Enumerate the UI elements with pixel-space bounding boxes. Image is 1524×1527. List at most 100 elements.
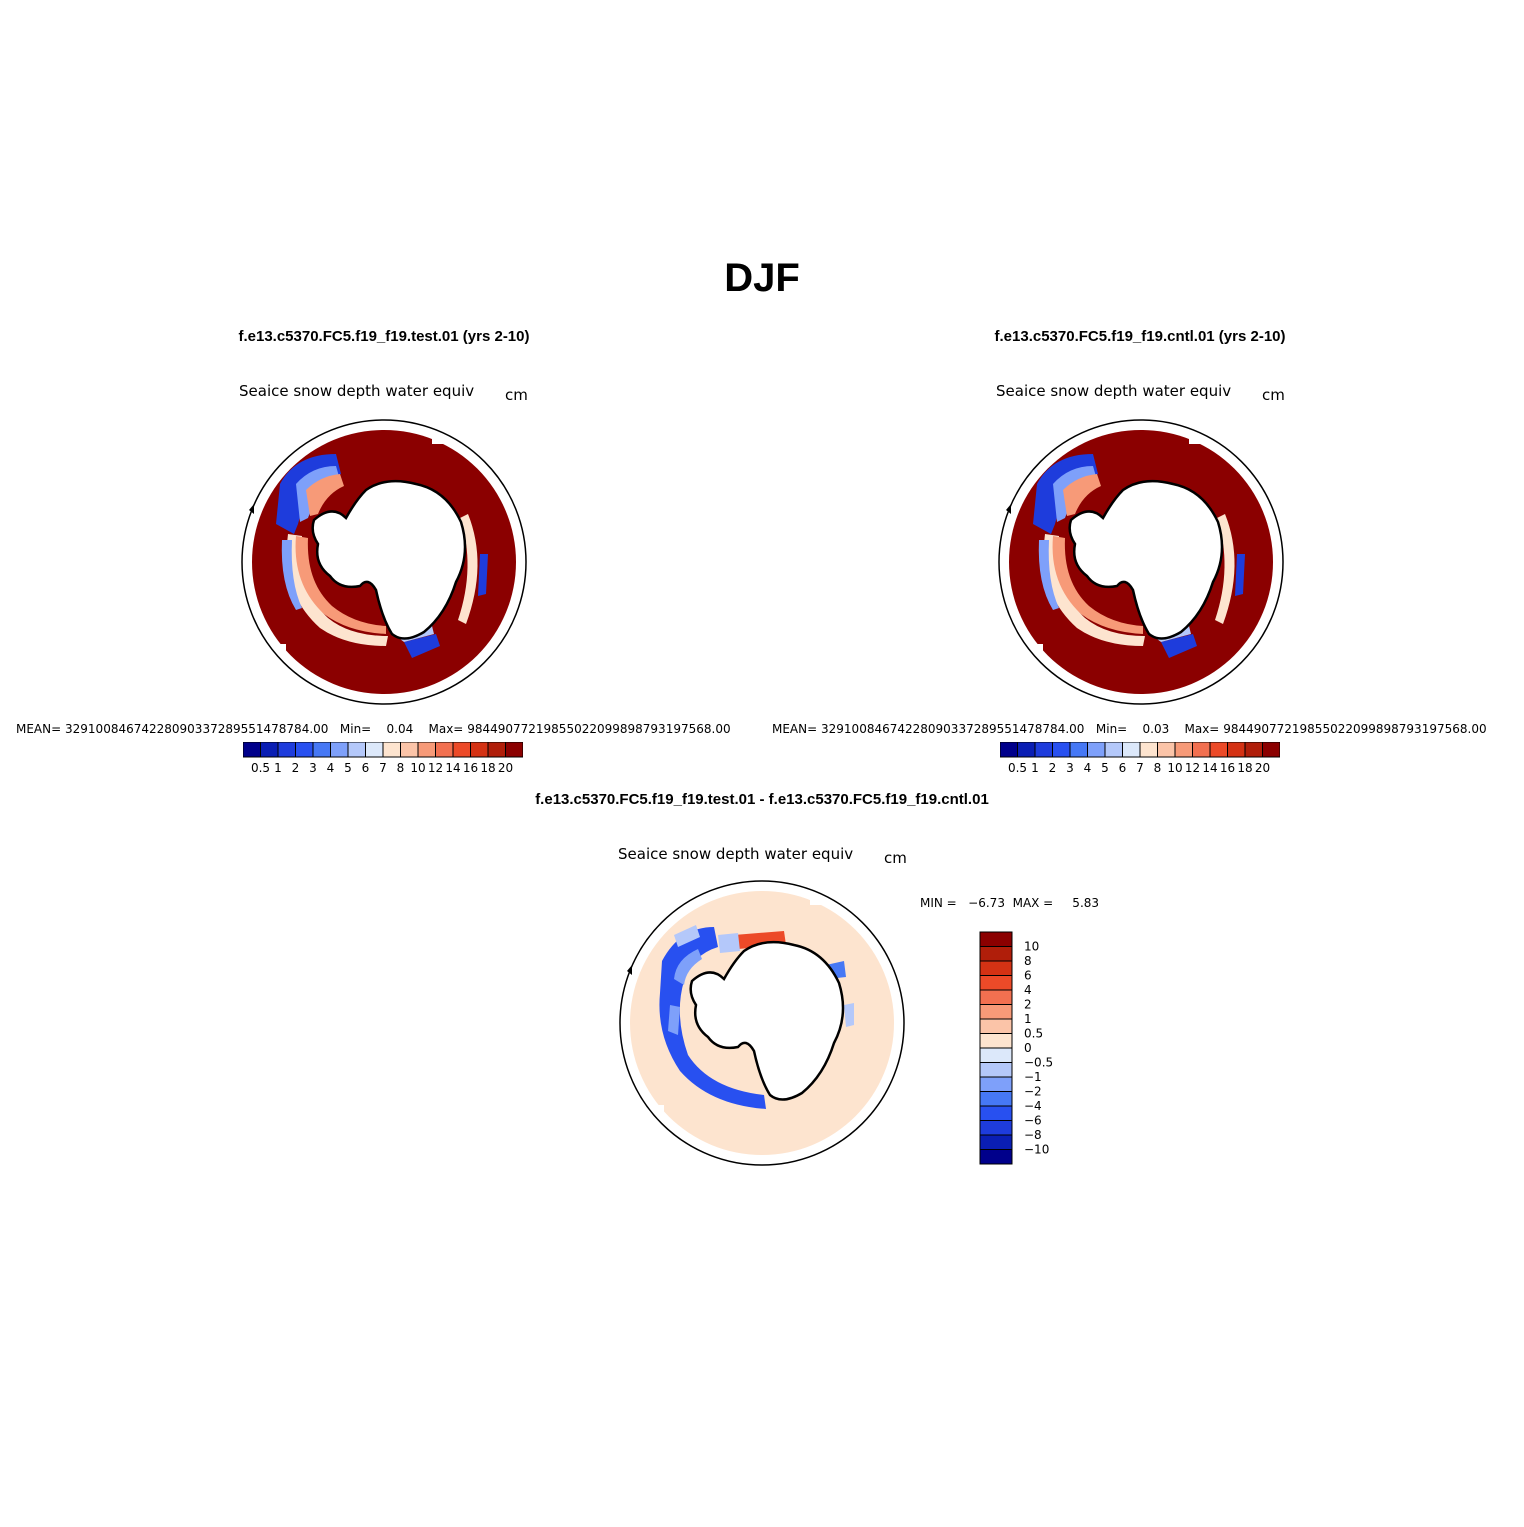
colorbar-swatch [1139,741,1158,758]
panel-cntl-min-value: 0.03 [1142,722,1170,736]
colorbar-swatch [330,741,349,758]
colorbar-swatch [382,741,401,758]
colorbar-tick-label: 3 [309,761,317,775]
colorbar-swatch [1227,741,1246,758]
colorbar-test [242,741,524,758]
colorbar-tick-label: 5 [344,761,352,775]
colorbar-cntl-labels: 0.5 1 2 3 4 5 6 7 8 10 12 14 16 18 20 [1000,760,1280,776]
panel-cntl-mean-value: 32910084674228090337289551478784.00 [821,722,1085,736]
colorbar-cntl-tick-labels: 0.5 1 2 3 4 5 6 7 8 10 12 14 16 18 20 [1008,761,1270,775]
colorbar-tick-label: 6 [362,761,370,775]
panel-cntl-units-label: cm [1262,386,1285,404]
colorbar-swatch [417,741,436,758]
colorbar-swatch [979,975,1013,991]
colorbar-swatch [435,741,454,758]
panel-cntl-variable-label: Seaice snow depth water equiv [996,382,1232,400]
colorbar-tick-label: −8 [1024,1128,1042,1142]
colorbar-swatch [979,989,1013,1005]
colorbar-swatch [979,1091,1013,1107]
colorbar-swatch [999,741,1018,758]
panel-cntl-stats: MEAN= 32910084674228090337289551478784.0… [772,722,1487,736]
colorbar-test-swatches [242,741,524,758]
panel-test-mean-label: MEAN= [16,722,62,736]
colorbar-swatch [312,741,331,758]
colorbar-swatch [979,931,1013,947]
colorbar-tick-label: 4 [1024,983,1032,997]
colorbar-tick-label: 12 [428,761,443,775]
panel-test-stats: MEAN= 32910084674228090337289551478784.0… [16,722,731,736]
antarctica-coastline-diff [689,940,845,1101]
colorbar-tick-label: −4 [1024,1099,1042,1113]
colorbar-tick-label: 16 [463,761,478,775]
colorbar-tick-label: 0.5 [1008,761,1027,775]
colorbar-swatch [979,960,1013,976]
colorbar-swatch [505,741,524,758]
colorbar-test-tick-labels: 0.5 1 2 3 4 5 6 7 8 10 12 14 16 18 20 [251,761,513,775]
panel-cntl-title: f.e13.c5370.FC5.f19_f19.cntl.01 (yrs 2-1… [994,328,1286,345]
colorbar-tick-label: −6 [1024,1114,1042,1128]
colorbar-swatch [979,1105,1013,1121]
colorbar-tick-label: 10 [1024,940,1039,954]
colorbar-tick-label: 8 [397,761,405,775]
colorbar-tick-label: 0 [1024,1041,1032,1055]
panel-test-units-label: cm [505,386,528,404]
colorbar-tick-label: −2 [1024,1085,1042,1099]
diff-panel-variable-label: Seaice snow depth water equiv [618,845,854,863]
colorbar-swatch [487,741,506,758]
colorbar-swatch [295,741,314,758]
colorbar-swatch [347,741,366,758]
colorbar-swatch [1262,741,1281,758]
panel-cntl-min-label: Min= [1095,722,1128,736]
colorbar-tick-label: −0.5 [1024,1056,1053,1070]
panel-cntl-mean-label: MEAN= [772,722,818,736]
colorbar-swatch [979,1076,1013,1092]
colorbar-tick-label: 1 [1031,761,1039,775]
colorbar-swatch [979,1018,1013,1034]
colorbar-tick-label: 16 [1220,761,1235,775]
colorbar-swatch [260,741,279,758]
colorbar-swatch [1192,741,1211,758]
colorbar-tick-label: 4 [1084,761,1092,775]
colorbar-swatch [1017,741,1036,758]
colorbar-tick-label: 3 [1066,761,1074,775]
colorbar-swatch [979,1134,1013,1150]
colorbar-tick-label: 14 [445,761,460,775]
colorbar-tick-label: 0.5 [1024,1027,1043,1041]
colorbar-tick-label: 8 [1024,954,1032,968]
colorbar-tick-label: 4 [327,761,335,775]
panel-test-min-value: 0.04 [386,722,414,736]
panel-test-variable-label: Seaice snow depth water equiv [239,382,475,400]
panel-test-min-label: Min= [339,722,372,736]
colorbar-swatch [452,741,471,758]
colorbar-swatch [1209,741,1228,758]
colorbar-swatch [979,1062,1013,1078]
panel-cntl-polar-map [998,419,1284,705]
colorbar-swatch [470,741,489,758]
colorbar-cntl [999,741,1281,758]
colorbar-tick-label: 18 [480,761,495,775]
colorbar-tick-label: 10 [410,761,425,775]
colorbar-swatch [979,1149,1013,1165]
panel-cntl-max-label: Max= [1184,722,1220,736]
colorbar-tick-label: 2 [1024,998,1032,1012]
diff-panel-units-label: cm [884,849,907,867]
colorbar-tick-label: 10 [1167,761,1182,775]
colorbar-swatch [1104,741,1123,758]
colorbar-swatch [400,741,419,758]
colorbar-tick-label: 7 [379,761,387,775]
panel-test-mean-value: 32910084674228090337289551478784.00 [65,722,329,736]
panel-test-max-value: 98449077219855022099898793197568.00 [467,722,731,736]
colorbar-swatch [1052,741,1071,758]
colorbar-tick-label: −1 [1024,1070,1042,1084]
colorbar-tick-label: 12 [1185,761,1200,775]
colorbar-tick-label: 2 [292,761,300,775]
diff-panel-polar-map [619,880,905,1166]
panel-test-max-label: Max= [428,722,464,736]
diff-panel-minmax: MIN = −6.73 MAX = 5.83 [920,896,1100,910]
colorbar-tick-label: 0.5 [251,761,270,775]
panel-test-polar-map [241,419,527,705]
colorbar-cntl-swatches [999,741,1281,758]
colorbar-tick-label: −10 [1024,1143,1049,1157]
colorbar-swatch [979,946,1013,962]
